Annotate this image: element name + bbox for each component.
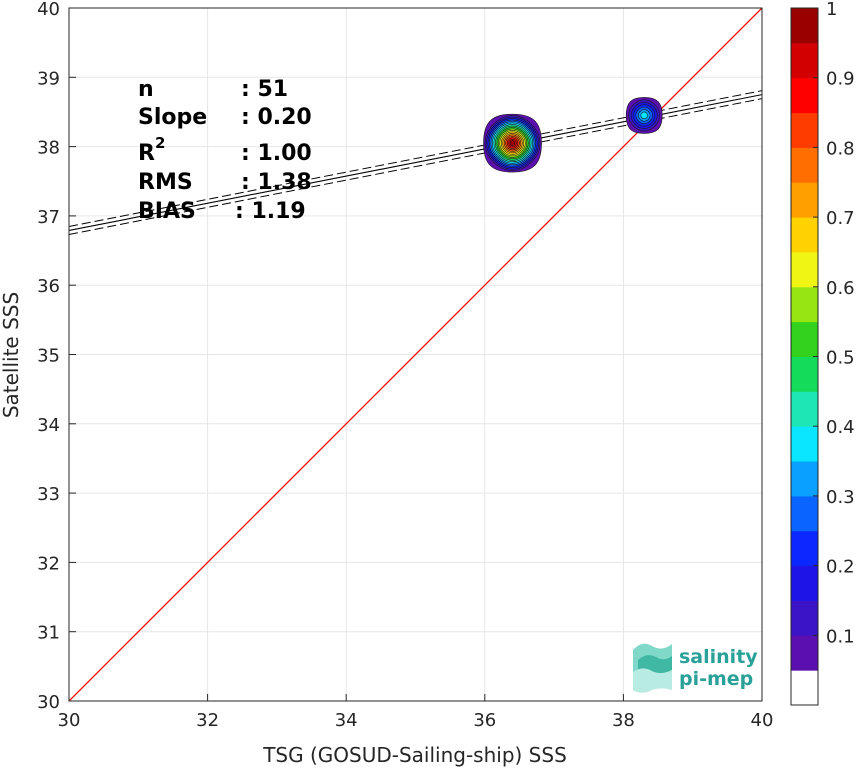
colorbar-band	[791, 495, 818, 532]
plot-marks	[69, 8, 762, 701]
y-axis-ticks: 30 31 32 33 34 35 36 37 38 39 40	[37, 0, 76, 713]
logo-text-salinity: salinity	[679, 646, 758, 668]
y-tick-label: 40	[37, 0, 60, 20]
colorbar: 0.1 0.2 0.3 0.4 0.5 0.6 0.7 0.8 0.9 1	[790, 0, 855, 706]
colorbar-band	[791, 286, 818, 323]
wave-logo-icon	[633, 643, 672, 693]
colorbar-tick-label: 0.3	[826, 487, 855, 508]
colorbar-band	[791, 77, 818, 114]
colorbar-band	[791, 112, 818, 148]
x-tick-label: 38	[612, 710, 635, 731]
x-tick-label: 32	[196, 710, 219, 731]
y-axis-label: Satellite SSS	[0, 292, 23, 418]
colorbar-band	[791, 356, 818, 392]
colorbar-tick-label: 0.5	[826, 348, 855, 369]
y-tick-label: 33	[37, 484, 60, 505]
y-tick-label: 38	[37, 138, 60, 159]
y-tick-label: 37	[37, 207, 60, 228]
colorbar-tick-label: 0.9	[826, 69, 855, 90]
colorbar-tick-label: 1	[826, 0, 837, 20]
colorbar-band	[791, 42, 818, 79]
colorbar-tick-label: 0.2	[826, 557, 855, 578]
stat-r2-superscript: 2	[155, 134, 165, 152]
colorbar-band	[791, 670, 818, 706]
colorbar-band	[791, 635, 818, 671]
stat-r2-label: R	[138, 141, 155, 166]
stat-bias-label: BIAS	[138, 199, 196, 224]
colorbar-tick-label: 0.4	[826, 417, 855, 438]
stats-box: n : 51 Slope : 0.20 R 2 : 1.00 RMS : 1.3…	[138, 77, 312, 224]
colorbar-band	[791, 147, 818, 183]
grid	[69, 8, 762, 701]
stat-slope-label: Slope	[138, 105, 207, 130]
colorbar-band	[791, 217, 818, 253]
colorbar-tick-label: 0.1	[826, 626, 855, 647]
colorbar-tick-label: 0.7	[826, 208, 855, 229]
x-tick-label: 40	[751, 710, 774, 731]
stat-r2-value: : 1.00	[241, 141, 312, 166]
colorbar-band	[791, 461, 818, 497]
colorbar-band	[791, 426, 818, 462]
colorbar-tick-label: 0.6	[826, 278, 855, 299]
y-tick-label: 34	[37, 415, 60, 436]
y-tick-label: 32	[37, 553, 60, 574]
logo-text-pimep: pi-mep	[679, 668, 753, 690]
density-contour	[640, 111, 648, 120]
stat-rms-label: RMS	[138, 170, 193, 195]
colorbar-tick-label: 0.8	[826, 138, 855, 159]
y-tick-label: 39	[37, 68, 60, 89]
colorbar-band	[791, 8, 818, 44]
stat-bias-value: : 1.19	[235, 199, 306, 224]
colorbar-band	[791, 391, 818, 427]
salinity-pimep-logo: salinity pi-mep	[633, 643, 758, 693]
y-tick-label: 35	[37, 346, 60, 367]
y-tick-label: 36	[37, 276, 60, 297]
stat-n-label: n	[138, 77, 154, 102]
y-tick-label: 31	[37, 623, 60, 644]
colorbar-band	[791, 321, 818, 357]
density-contour	[509, 140, 516, 146]
colorbar-band	[791, 565, 818, 601]
x-tick-label: 36	[473, 710, 496, 731]
x-axis-ticks: 30 32 34 36 38 40	[58, 694, 774, 731]
x-tick-label: 30	[58, 710, 81, 731]
colorbar-band	[791, 530, 818, 567]
stat-slope-value: : 0.20	[241, 105, 312, 130]
colorbar-band	[791, 600, 818, 636]
colorbar-band	[791, 251, 818, 288]
colorbar-band	[791, 182, 818, 218]
stat-n-value: : 51	[241, 77, 288, 102]
y-tick-label: 30	[37, 692, 60, 713]
x-tick-label: 34	[335, 710, 358, 731]
x-axis-label: TSG (GOSUD-Sailing-ship) SSS	[262, 743, 567, 767]
stat-rms-value: : 1.38	[241, 170, 312, 195]
